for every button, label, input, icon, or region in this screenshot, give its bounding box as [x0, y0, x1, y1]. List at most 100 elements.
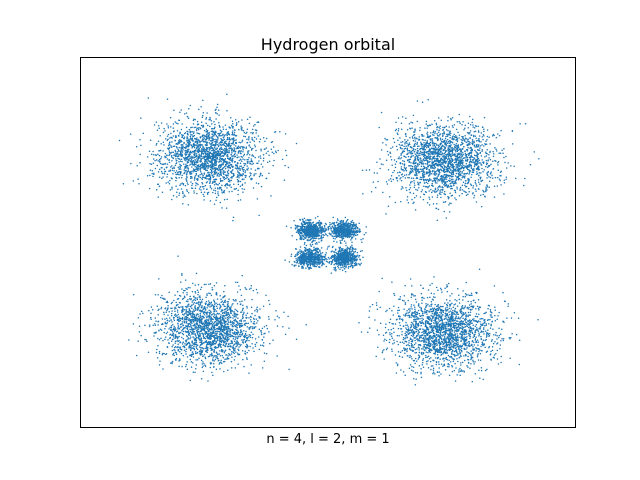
- scatter-point: [222, 149, 225, 151]
- scatter-point: [397, 157, 400, 160]
- scatter-point: [166, 166, 168, 168]
- scatter-point: [251, 326, 254, 328]
- scatter-point: [255, 138, 258, 140]
- scatter-point: [467, 193, 469, 195]
- scatter-point: [423, 182, 426, 184]
- scatter-point: [467, 177, 469, 180]
- scatter-point: [222, 126, 224, 128]
- scatter-point: [158, 185, 161, 188]
- scatter-point: [228, 149, 230, 152]
- scatter-point: [210, 352, 213, 355]
- scatter-point: [285, 154, 288, 157]
- scatter-point: [234, 347, 236, 349]
- scatter-point: [400, 153, 402, 155]
- scatter-point: [212, 139, 215, 141]
- scatter-point: [483, 116, 486, 119]
- scatter-point: [237, 183, 240, 186]
- scatter-point: [538, 158, 540, 160]
- scatter-point: [233, 340, 236, 343]
- scatter-point: [447, 153, 449, 156]
- scatter-point: [202, 149, 205, 152]
- scatter-point: [447, 116, 449, 118]
- scatter-point: [238, 172, 241, 174]
- scatter-point: [427, 165, 429, 168]
- scatter-point: [462, 175, 464, 177]
- scatter-point: [448, 132, 451, 134]
- scatter-point: [416, 100, 419, 102]
- scatter-point: [183, 113, 186, 115]
- scatter-point: [242, 158, 244, 160]
- scatter-point: [175, 185, 177, 187]
- scatter-point: [199, 127, 202, 130]
- scatter-point: [392, 171, 394, 174]
- scatter-point: [450, 175, 453, 178]
- scatter-point: [454, 180, 456, 182]
- scatter-point: [206, 181, 209, 183]
- scatter-point: [174, 121, 177, 123]
- scatter-point: [213, 312, 215, 315]
- scatter-point: [456, 170, 458, 172]
- scatter-point: [243, 188, 246, 190]
- scatter-point: [467, 169, 470, 171]
- scatter-point: [178, 167, 180, 170]
- scatter-point: [440, 153, 443, 156]
- scatter-point: [164, 170, 167, 173]
- scatter-point: [453, 146, 456, 148]
- scatter-point: [199, 298, 201, 301]
- scatter-point: [224, 285, 226, 287]
- scatter-point: [198, 147, 200, 150]
- scatter-point: [464, 186, 467, 188]
- scatter-point: [238, 159, 240, 162]
- scatter-point: [158, 364, 161, 366]
- scatter-point: [472, 187, 474, 189]
- scatter-point: [240, 155, 242, 158]
- scatter-point: [238, 319, 241, 322]
- scatter-point: [425, 181, 428, 184]
- scatter-point: [214, 123, 216, 126]
- scatter-point: [171, 159, 173, 162]
- scatter-point: [447, 152, 450, 154]
- scatter-point: [166, 98, 169, 100]
- scatter-point: [416, 176, 418, 179]
- scatter-point: [435, 172, 438, 175]
- scatter-point: [444, 170, 447, 173]
- scatter-point: [227, 369, 229, 372]
- scatter-point: [201, 140, 204, 142]
- scatter-point: [181, 174, 183, 177]
- scatter-point: [184, 195, 186, 197]
- scatter-point: [463, 172, 465, 175]
- scatter-point: [179, 346, 182, 349]
- scatter-point: [207, 162, 209, 165]
- scatter-point: [488, 157, 490, 159]
- scatter-point: [203, 188, 205, 190]
- scatter-point: [436, 153, 439, 156]
- scatter-point: [497, 133, 499, 135]
- scatter-point: [426, 150, 429, 153]
- scatter-point: [189, 336, 192, 338]
- scatter-point: [410, 177, 413, 179]
- scatter-point: [410, 153, 412, 155]
- scatter-point: [179, 158, 181, 160]
- scatter-point: [210, 354, 213, 357]
- scatter-point: [199, 169, 202, 171]
- scatter-point: [169, 333, 172, 335]
- scatter-point: [217, 150, 220, 153]
- scatter-point: [244, 352, 246, 354]
- scatter-point: [211, 159, 214, 161]
- scatter-point: [476, 161, 479, 163]
- scatter-point: [191, 307, 193, 309]
- scatter-point: [469, 130, 472, 132]
- scatter-point: [453, 133, 455, 136]
- scatter-point: [239, 152, 242, 154]
- scatter-point: [163, 311, 165, 314]
- scatter-point: [397, 127, 400, 130]
- scatter-point: [204, 322, 207, 325]
- scatter-point: [462, 169, 465, 172]
- scatter-point: [180, 352, 183, 355]
- scatter-point: [163, 172, 165, 175]
- scatter-point: [482, 138, 484, 141]
- scatter-point: [476, 145, 478, 148]
- scatter-point: [384, 137, 386, 140]
- scatter-point: [243, 178, 245, 180]
- scatter-point: [459, 122, 461, 125]
